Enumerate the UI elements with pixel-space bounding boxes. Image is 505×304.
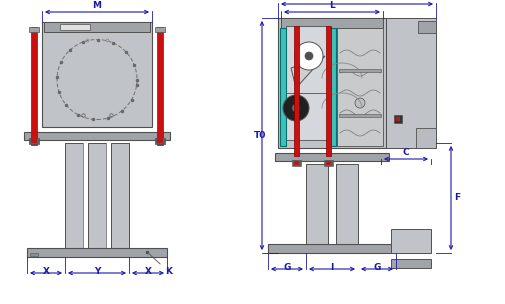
Bar (31, 138, 37, 143)
Text: F: F (453, 194, 459, 202)
Bar (415, 128, 435, 148)
Bar (30, 253, 38, 256)
Bar (24, 132, 170, 140)
Bar (285, 26, 327, 140)
Text: X: X (42, 267, 49, 276)
Text: C: C (402, 148, 409, 157)
Bar (274, 153, 388, 161)
Bar (417, 21, 435, 33)
Text: G: G (283, 263, 290, 272)
Bar (268, 244, 395, 253)
Bar (60, 24, 90, 30)
Bar (157, 27, 163, 145)
Circle shape (305, 52, 313, 60)
Bar (65, 143, 83, 248)
Bar (385, 18, 435, 148)
Bar (325, 26, 330, 156)
Bar (291, 160, 300, 166)
Circle shape (355, 98, 364, 108)
Polygon shape (290, 56, 324, 88)
Bar (338, 69, 380, 72)
Bar (88, 143, 106, 248)
Text: L: L (328, 1, 334, 10)
Bar (335, 164, 358, 244)
Bar (29, 27, 39, 32)
Bar (111, 143, 129, 248)
Text: G: G (373, 263, 380, 272)
Text: T0: T0 (254, 131, 266, 140)
Bar (306, 164, 327, 244)
Text: Y: Y (93, 267, 100, 276)
Bar (336, 28, 382, 146)
Bar (323, 160, 332, 166)
Bar (157, 138, 163, 143)
Bar (155, 138, 165, 144)
Text: A: A (353, 0, 360, 2)
Bar (277, 18, 385, 148)
Bar (27, 248, 167, 257)
Bar (155, 27, 165, 32)
Bar (280, 18, 382, 28)
Bar (393, 115, 401, 123)
Text: X: X (144, 267, 151, 276)
Text: I: I (330, 263, 333, 272)
Bar (279, 28, 285, 146)
Circle shape (291, 104, 299, 112)
Circle shape (294, 42, 322, 70)
Bar (338, 114, 380, 117)
Bar (42, 22, 151, 127)
Text: M: M (92, 1, 102, 10)
Bar (390, 229, 430, 253)
Bar (329, 28, 335, 146)
Bar (44, 22, 149, 32)
Bar (325, 161, 330, 165)
Bar (390, 259, 430, 268)
Bar (29, 138, 39, 144)
Bar (31, 27, 37, 145)
Text: K: K (149, 254, 172, 276)
Bar (293, 26, 298, 156)
Circle shape (282, 95, 309, 121)
Bar (293, 161, 298, 165)
Bar (395, 117, 399, 121)
